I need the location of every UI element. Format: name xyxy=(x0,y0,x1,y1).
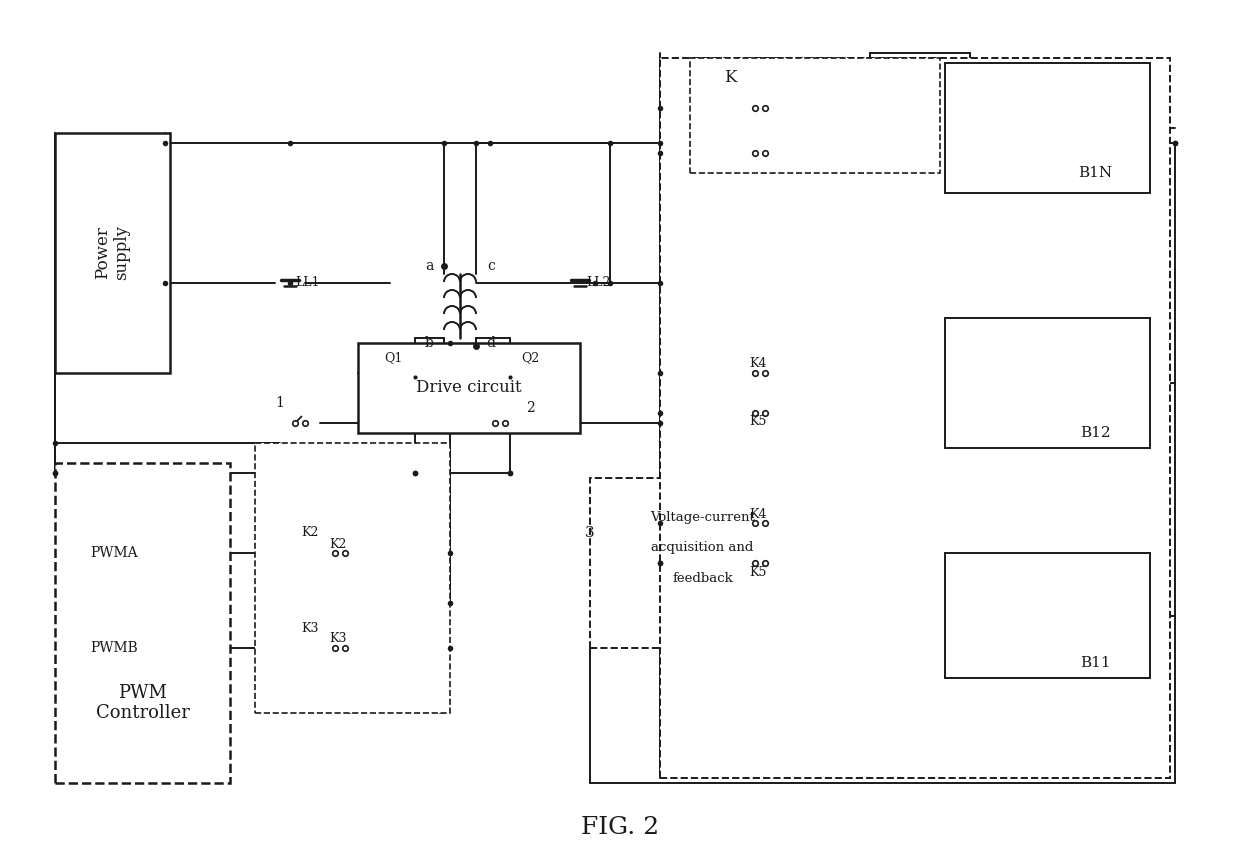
Text: B1N: B1N xyxy=(1078,166,1112,180)
Text: K2: K2 xyxy=(330,538,347,551)
Text: K3: K3 xyxy=(301,621,319,634)
Text: Q2: Q2 xyxy=(521,351,539,364)
Text: K5: K5 xyxy=(749,415,766,429)
Text: Voltage-current: Voltage-current xyxy=(650,512,755,525)
Text: b: b xyxy=(424,336,434,350)
Text: Power
supply: Power supply xyxy=(94,225,130,280)
Bar xyxy=(501,362,520,384)
Text: K3: K3 xyxy=(330,633,347,646)
Text: B12: B12 xyxy=(1080,426,1110,440)
Bar xyxy=(945,63,1149,193)
Text: K4: K4 xyxy=(749,357,766,370)
Bar xyxy=(55,463,229,783)
Bar xyxy=(255,443,450,713)
Text: 3: 3 xyxy=(585,526,595,540)
Bar xyxy=(55,133,170,373)
Bar xyxy=(689,58,940,173)
Text: a: a xyxy=(425,259,433,273)
Text: LL1: LL1 xyxy=(296,276,320,289)
Bar xyxy=(945,318,1149,448)
Bar xyxy=(660,58,1171,778)
Bar xyxy=(945,553,1149,678)
Text: feedback: feedback xyxy=(672,571,733,584)
Text: K2: K2 xyxy=(301,526,319,539)
Text: PWM
Controller: PWM Controller xyxy=(95,683,190,722)
Text: FIG. 2: FIG. 2 xyxy=(580,816,660,840)
Text: d: d xyxy=(486,336,496,350)
Text: K4: K4 xyxy=(749,507,766,520)
Text: PWMA: PWMA xyxy=(91,546,138,560)
Text: PWMB: PWMB xyxy=(91,641,138,655)
Text: c: c xyxy=(487,259,495,273)
Bar xyxy=(358,343,580,433)
Text: Drive circuit: Drive circuit xyxy=(417,380,522,396)
Text: LL2: LL2 xyxy=(585,276,610,289)
Text: Q1: Q1 xyxy=(384,351,402,364)
Bar xyxy=(405,362,424,384)
Bar xyxy=(590,478,815,648)
Text: B11: B11 xyxy=(1080,656,1110,670)
Text: K: K xyxy=(724,70,737,86)
Text: acquisition and: acquisition and xyxy=(651,541,754,555)
Text: K5: K5 xyxy=(749,565,766,578)
Text: 1: 1 xyxy=(275,396,284,410)
Text: 2: 2 xyxy=(526,401,534,415)
